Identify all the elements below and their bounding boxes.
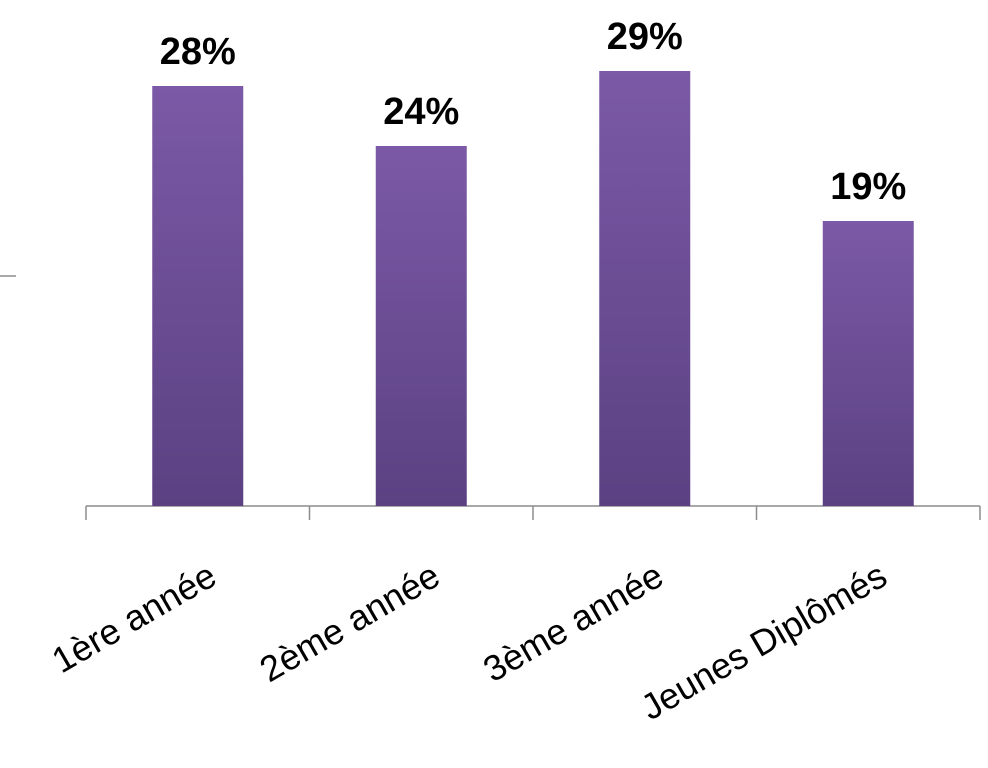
x-tick-label: 3ème année — [476, 554, 670, 690]
value-labels-group: 28% 24% 29% 19% — [160, 16, 907, 208]
bar — [152, 86, 244, 506]
x-tick-label: Jeunes Diplômés — [634, 554, 894, 728]
data-label: 24% — [383, 91, 459, 133]
x-tick-label: 1ère année — [45, 554, 223, 681]
bars-group — [152, 71, 914, 506]
bar — [599, 71, 691, 506]
data-label: 29% — [607, 16, 683, 58]
data-label: 28% — [160, 31, 236, 73]
bar — [375, 146, 467, 506]
x-tick-label: 2ème année — [253, 554, 447, 690]
bar — [822, 221, 914, 506]
x-axis-ticks — [85, 506, 981, 520]
data-label: 19% — [830, 166, 906, 208]
